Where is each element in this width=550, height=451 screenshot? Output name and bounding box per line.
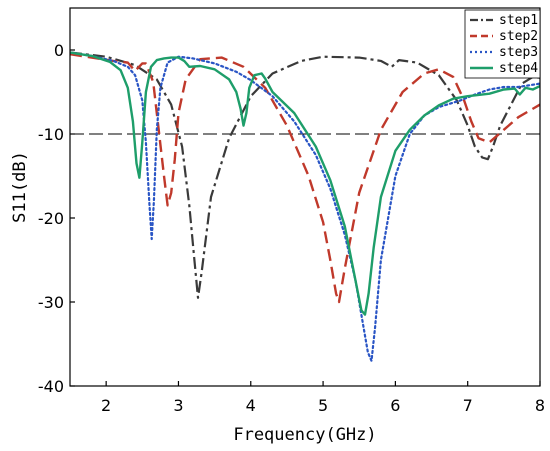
plot-frame (69, 7, 541, 387)
x-tick-label: 4 (246, 396, 256, 415)
x-tick-label: 5 (318, 396, 328, 415)
plot-border (69, 7, 541, 387)
axis-ticks: 2 3 4 5 6 7 8 0 -10 -20 -30 -40 (38, 41, 545, 415)
y-tick-label: -20 (38, 209, 64, 228)
series-line-step4 (70, 51, 540, 316)
legend-label-step1: step1 (499, 13, 538, 28)
series-line-step2 (70, 53, 540, 304)
y-axis-label: S11(dB) (10, 151, 30, 223)
legend-label-step2: step2 (499, 29, 538, 44)
legend-label-step3: step3 (499, 45, 538, 60)
legend-box (464, 9, 541, 79)
y-tick-label: -10 (38, 125, 64, 144)
y-tick-label: -30 (38, 293, 64, 312)
y-tick-label: -40 (38, 377, 64, 396)
x-tick-label: 2 (101, 396, 111, 415)
x-tick-label: 3 (173, 396, 183, 415)
x-tick-label: 7 (463, 396, 473, 415)
legend-label-step4: step4 (499, 61, 538, 76)
axis-labels: Frequency(GHz) S11(dB) (10, 151, 377, 445)
y-tick-label: 0 (54, 41, 64, 60)
series-line-step1 (70, 51, 540, 299)
x-tick-label: 6 (390, 396, 400, 415)
x-tick-label: 8 (535, 396, 545, 415)
series-layer (70, 51, 540, 362)
x-axis-label: Frequency(GHz) (233, 425, 376, 445)
series-line-step3 (70, 51, 540, 362)
